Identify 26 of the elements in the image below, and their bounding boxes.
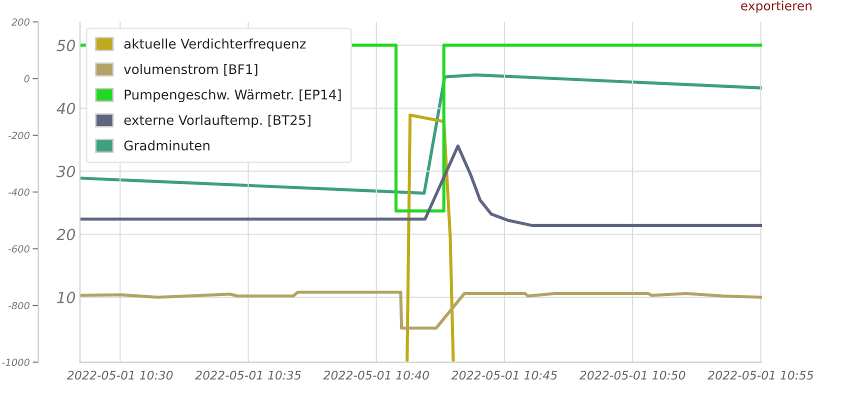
line-series: [406, 114, 455, 362]
y2-tick-label: -800: [8, 302, 30, 310]
text: exportieren: [741, 0, 812, 13]
y2-tick-label: -1000: [2, 358, 30, 366]
legend-label: Pumpengeschw. Wärmetr. [EP14]: [124, 89, 341, 102]
y2-tick-label: -400: [8, 188, 30, 196]
x-tick-label: 2022-05-01 10:55: [708, 370, 814, 380]
legend-label: externe Vorlauftemp. [BT25]: [124, 114, 310, 128]
y-tick-label: 20: [56, 228, 76, 240]
x-tick-label: 2022-05-01 10:45: [451, 370, 558, 380]
y2-tick-label: -600: [8, 245, 30, 253]
x-tick-label: 2022-05-01 10:30: [66, 370, 173, 380]
y2-tick-label: 0: [24, 75, 30, 82]
y-tick-label: 40: [56, 102, 76, 114]
y-tick-label: 30: [56, 166, 76, 178]
y-tick-label: 10: [57, 292, 76, 304]
y-tick-label: 50: [56, 40, 76, 52]
y2-tick-label: 200: [11, 18, 30, 26]
legend-label: volumenstrom [BF1]: [124, 64, 258, 76]
legend-label: Gradminuten: [124, 140, 210, 150]
legend-label: aktuelle Verdichterfrequenz: [124, 38, 306, 52]
x-tick-label: 2022-05-01 10:40: [323, 370, 429, 380]
y2-tick-label: -200: [8, 132, 30, 140]
x-tick-label: 2022-05-01 10:50: [579, 370, 686, 380]
line-series: [80, 290, 762, 330]
x-tick-label: 2022-05-01 10:35: [195, 370, 301, 380]
